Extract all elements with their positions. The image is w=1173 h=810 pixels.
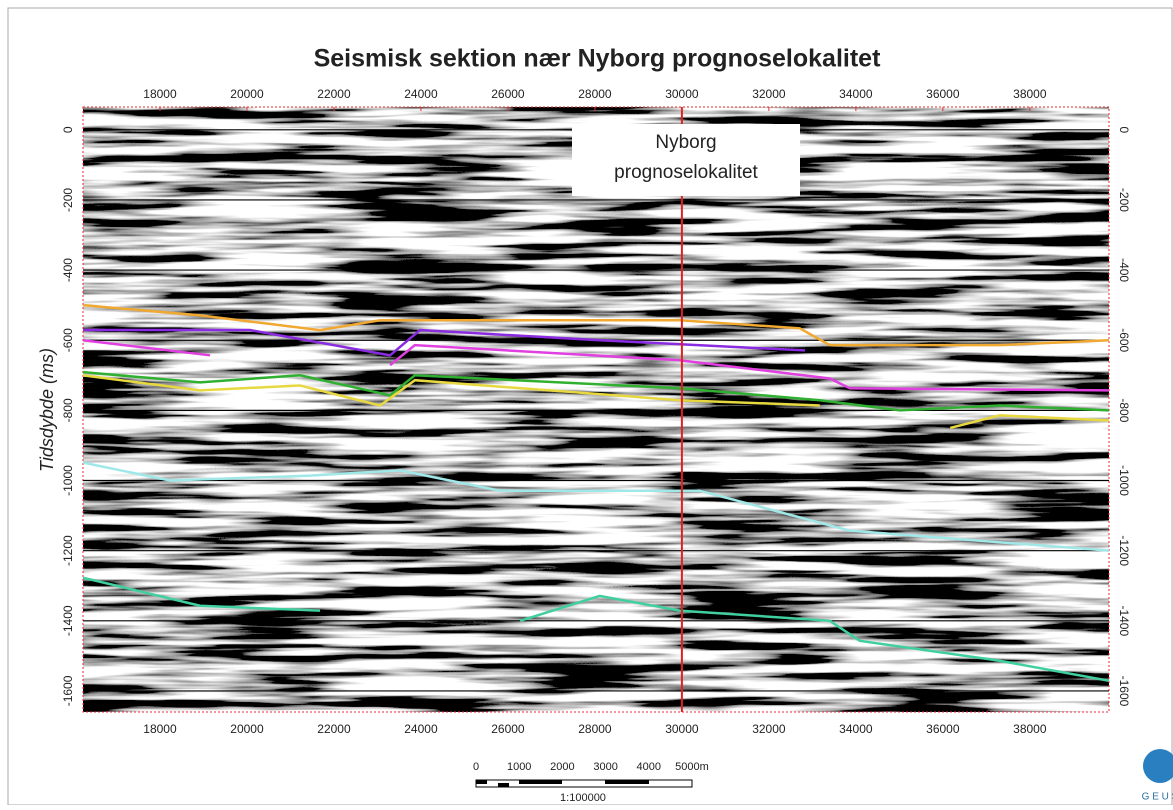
x-tick-label: 26000 (491, 87, 525, 101)
chart-title: Seismisk sektion nær Nyborg prognoseloka… (314, 45, 881, 73)
scale-bar-label: 5000m (675, 761, 709, 773)
y-tick-label: -1200 (61, 535, 75, 566)
scale-bar-block (519, 780, 562, 784)
x-tick-label: 34000 (839, 87, 873, 101)
x-tick-label: 20000 (230, 87, 264, 101)
y-tick-label: -1000 (1117, 465, 1131, 496)
scale-bar-block (605, 780, 649, 784)
y-tick-label: -1600 (61, 675, 75, 706)
y-tick-label: -200 (61, 188, 75, 212)
annotation: Nyborg (655, 132, 716, 153)
annotation: prognoselokalitet (614, 162, 758, 183)
x-tick-label: 28000 (578, 87, 612, 101)
y-tick-label: 0 (1117, 126, 1131, 133)
x-tick-label: 30000 (665, 722, 699, 736)
y-tick-label: -1000 (61, 465, 75, 496)
x-tick-label: 32000 (752, 722, 786, 736)
y-tick-label: -1400 (61, 605, 75, 636)
x-tick-label: 22000 (317, 722, 351, 736)
y-tick-label: -1200 (1117, 535, 1131, 566)
x-tick-label: 28000 (578, 722, 612, 736)
y-tick-label: -800 (61, 398, 75, 422)
scale-bar-label: 1000 (507, 761, 531, 773)
scale-ratio: 1:100000 (560, 792, 606, 804)
x-tick-label: 26000 (491, 722, 525, 736)
x-tick-label: 36000 (926, 722, 960, 736)
x-tick-label: 18000 (143, 87, 177, 101)
x-tick-label: 34000 (839, 722, 873, 736)
chart: Seismisk sektion nær Nyborg prognoseloka… (0, 0, 1173, 805)
scale-bar-label: 0 (473, 761, 479, 773)
y-tick-label: -800 (1117, 398, 1131, 422)
y-axis-label: Tidsdybde (ms) (37, 348, 57, 472)
y-tick-label: -600 (61, 328, 75, 352)
y-tick-label: -200 (1117, 188, 1131, 212)
scale-bar (476, 780, 692, 787)
x-tick-label: 38000 (1013, 87, 1047, 101)
x-tick-label: 24000 (404, 722, 438, 736)
y-tick-label: -1600 (1117, 676, 1131, 707)
logo: G E U S (1142, 792, 1173, 803)
y-tick-label: -600 (1117, 328, 1131, 352)
x-tick-label: 20000 (230, 722, 264, 736)
x-tick-label: 36000 (926, 87, 960, 101)
x-tick-label: 18000 (143, 722, 177, 736)
x-tick-label: 32000 (752, 87, 786, 101)
scale-bar-label: 3000 (593, 761, 617, 773)
x-tick-label: 38000 (1013, 722, 1047, 736)
y-tick-label: -1400 (1117, 605, 1131, 636)
y-tick-label: -400 (1117, 258, 1131, 282)
x-tick-label: 24000 (404, 87, 438, 101)
scale-bar-label: 4000 (637, 761, 661, 773)
scale-bar-block (476, 780, 487, 784)
y-tick-label: -400 (61, 258, 75, 282)
x-tick-label: 22000 (317, 87, 351, 101)
scale-bar-block (498, 783, 509, 787)
x-tick-label: 30000 (665, 87, 699, 101)
y-tick-label: 0 (61, 126, 75, 133)
scale-bar-label: 2000 (550, 761, 574, 773)
